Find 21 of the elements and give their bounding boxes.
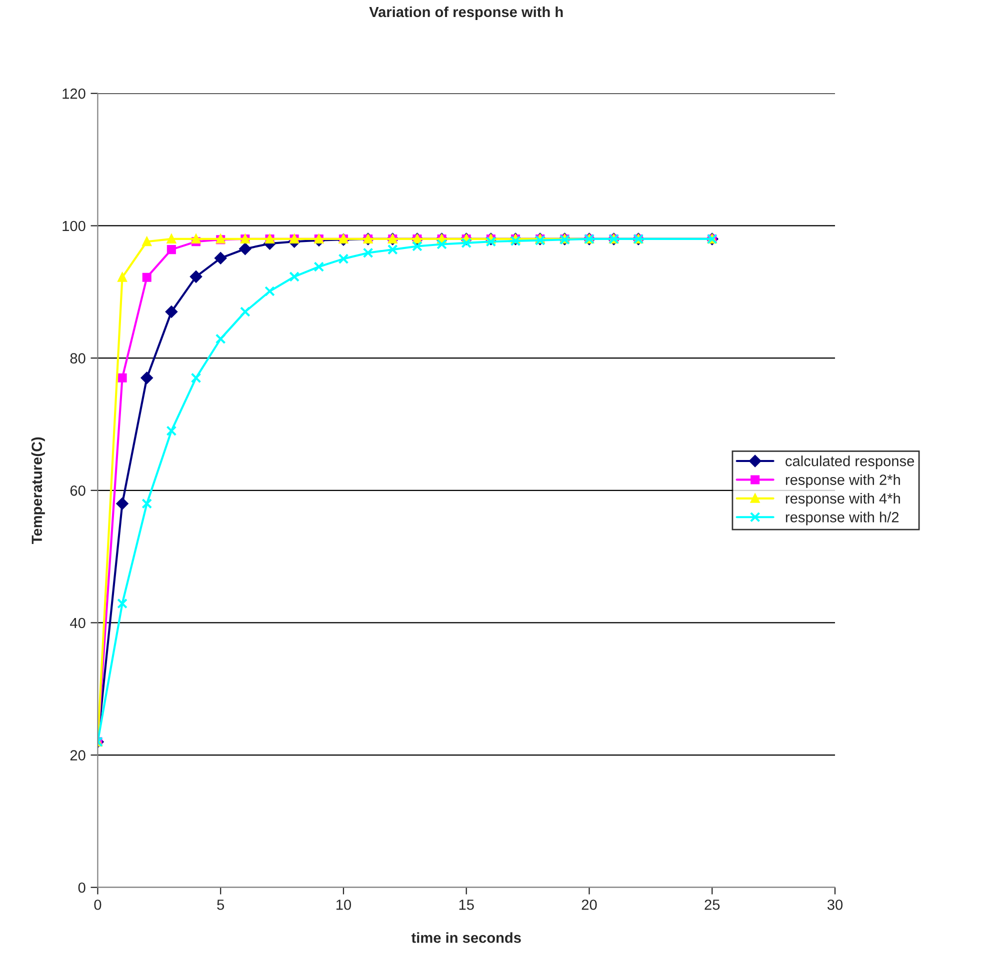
x-tick-label: 20 xyxy=(582,900,597,910)
y-axis-title: Temperature(C) xyxy=(31,437,45,544)
x-tick-label: 15 xyxy=(459,900,474,910)
x-tick-label: 5 xyxy=(217,900,224,910)
legend-label: response with h/2 xyxy=(786,512,899,526)
x-tick-label: 10 xyxy=(336,900,352,910)
x-axis-title: time in seconds xyxy=(411,932,521,943)
legend-label: calculated response xyxy=(786,456,914,470)
x-tick-label: 0 xyxy=(94,900,102,910)
y-tick-label: 80 xyxy=(70,353,86,364)
y-tick-label: 100 xyxy=(62,220,86,232)
y-tick-label: 120 xyxy=(62,88,86,99)
y-tick-label: 60 xyxy=(70,485,86,496)
legend-label: response with 4*h xyxy=(786,492,900,507)
chart-title: Variation of response with h xyxy=(369,6,563,20)
y-tick-label: 0 xyxy=(78,882,86,893)
x-tick-label: 25 xyxy=(704,900,720,910)
y-tick-label: 20 xyxy=(70,750,86,760)
y-tick-label: 40 xyxy=(70,618,86,628)
x-tick-label: 30 xyxy=(827,900,843,910)
legend-label: response with 2*h xyxy=(786,474,900,488)
